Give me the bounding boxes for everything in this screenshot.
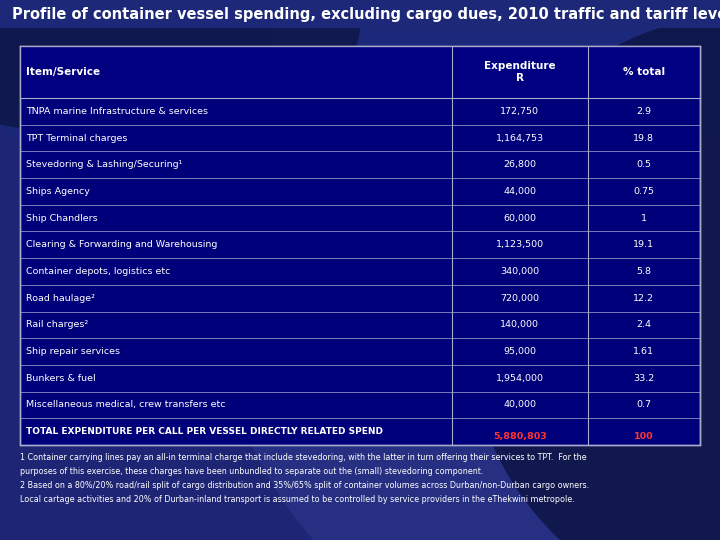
Text: Ship Chandlers: Ship Chandlers: [26, 214, 98, 222]
Text: Container depots, logistics etc: Container depots, logistics etc: [26, 267, 171, 276]
Text: 720,000: 720,000: [500, 294, 539, 303]
Text: Miscellaneous medical, crew transfers etc: Miscellaneous medical, crew transfers et…: [26, 401, 225, 409]
Text: 12.2: 12.2: [634, 294, 654, 303]
Text: 0.75: 0.75: [634, 187, 654, 196]
Text: 100: 100: [634, 433, 654, 442]
Text: Rail charges²: Rail charges²: [26, 320, 89, 329]
Text: 1: 1: [641, 214, 647, 222]
Text: 1,164,753: 1,164,753: [496, 133, 544, 143]
Text: 2 Based on a 80%/20% road/rail split of cargo distribution and 35%/65% split of : 2 Based on a 80%/20% road/rail split of …: [20, 481, 589, 490]
Ellipse shape: [0, 0, 720, 213]
Text: purposes of this exercise, these charges have been unbundled to separate out the: purposes of this exercise, these charges…: [20, 467, 483, 476]
Text: 19.8: 19.8: [634, 133, 654, 143]
Text: Local cartage activities and 20% of Durban-inland transport is assumed to be con: Local cartage activities and 20% of Durb…: [20, 495, 575, 504]
Text: Profile of container vessel spending, excluding cargo dues, 2010 traffic and tar: Profile of container vessel spending, ex…: [12, 6, 720, 22]
Text: 33.2: 33.2: [634, 374, 654, 383]
Bar: [20, 46, 700, 98]
Text: 1,123,500: 1,123,500: [496, 240, 544, 249]
Text: Stevedoring & Lashing/Securing¹: Stevedoring & Lashing/Securing¹: [26, 160, 182, 169]
Text: 0.5: 0.5: [636, 160, 652, 169]
Text: 40,000: 40,000: [503, 401, 536, 409]
Text: 1 Container carrying lines pay an all-in terminal charge that include stevedorin: 1 Container carrying lines pay an all-in…: [20, 453, 587, 462]
Ellipse shape: [212, 0, 720, 540]
Text: % total: % total: [623, 67, 665, 77]
Text: 19.1: 19.1: [634, 240, 654, 249]
Ellipse shape: [0, 0, 360, 135]
Text: 0.7: 0.7: [636, 401, 652, 409]
Bar: [0, 0, 720, 28]
Text: 1.61: 1.61: [634, 347, 654, 356]
Text: 5.8: 5.8: [636, 267, 652, 276]
Text: TPT Terminal charges: TPT Terminal charges: [26, 133, 127, 143]
Text: 340,000: 340,000: [500, 267, 539, 276]
Text: 95,000: 95,000: [503, 347, 536, 356]
Text: TNPA marine Infrastructure & services: TNPA marine Infrastructure & services: [26, 107, 208, 116]
Text: Expenditure
R: Expenditure R: [484, 61, 556, 83]
Text: 26,800: 26,800: [503, 160, 536, 169]
Text: 60,000: 60,000: [503, 214, 536, 222]
Text: 172,750: 172,750: [500, 107, 539, 116]
Text: TOTAL EXPENDITURE PER CALL PER VESSEL DIRECTLY RELATED SPEND: TOTAL EXPENDITURE PER CALL PER VESSEL DI…: [26, 427, 383, 436]
Text: Ships Agency: Ships Agency: [26, 187, 90, 196]
Text: Ship repair services: Ship repair services: [26, 347, 120, 356]
Text: 44,000: 44,000: [503, 187, 536, 196]
Text: Road haulage²: Road haulage²: [26, 294, 95, 303]
Bar: [20, 46, 700, 445]
Text: Bunkers & fuel: Bunkers & fuel: [26, 374, 96, 383]
Text: 2.9: 2.9: [636, 107, 652, 116]
Text: Clearing & Forwarding and Warehousing: Clearing & Forwarding and Warehousing: [26, 240, 217, 249]
Text: 1,954,000: 1,954,000: [496, 374, 544, 383]
Text: 2.4: 2.4: [636, 320, 652, 329]
Text: 140,000: 140,000: [500, 320, 539, 329]
Ellipse shape: [464, 16, 720, 540]
Text: 5,880,803: 5,880,803: [493, 433, 546, 442]
Text: Item/Service: Item/Service: [26, 67, 100, 77]
